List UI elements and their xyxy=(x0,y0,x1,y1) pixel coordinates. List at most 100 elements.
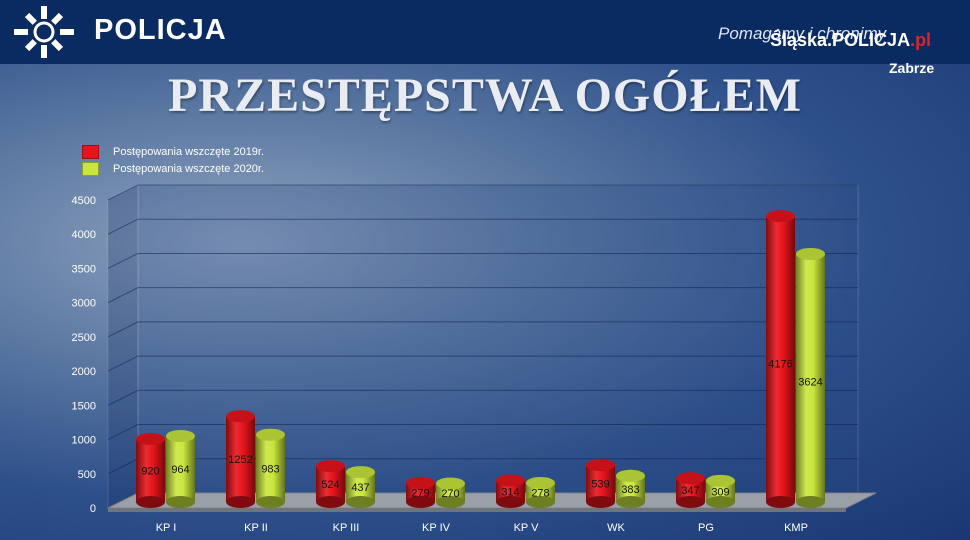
x-tick-label: KP II xyxy=(244,522,268,534)
bar-1-0 xyxy=(166,436,195,502)
site-name[interactable]: Śląska.POLICJA.pl xyxy=(770,30,931,51)
bar-cap-1-7 xyxy=(796,247,825,260)
data-label: 524 xyxy=(321,479,339,491)
legend-swatch-2020 xyxy=(82,161,99,176)
legend-item-2019: Postępowania wszczęte 2019r. xyxy=(82,143,264,160)
bar-base-1-1 xyxy=(256,496,285,508)
legend-item-2020: Postępowania wszczęte 2020r. xyxy=(82,160,264,177)
bar-base-0-4 xyxy=(496,496,525,508)
gridline xyxy=(107,355,858,372)
x-tick-label: KP I xyxy=(156,522,177,534)
bar-cap-1-0 xyxy=(166,430,195,443)
bar-cap-1-4 xyxy=(526,476,555,489)
site-name-suffix: .pl xyxy=(910,30,932,50)
chart-side-wall xyxy=(107,184,139,509)
y-tick-label: 1000 xyxy=(72,435,96,447)
y-tick-label: 2500 xyxy=(72,332,96,344)
bar-cap-0-3 xyxy=(406,476,435,489)
data-label: 983 xyxy=(261,463,279,475)
bar-cap-1-2 xyxy=(346,466,375,479)
data-label: 964 xyxy=(171,464,189,476)
bar-0-6 xyxy=(676,478,705,502)
bar-0-7 xyxy=(766,216,795,502)
bar-0-5 xyxy=(586,465,615,502)
y-tick-label: 4500 xyxy=(72,195,96,207)
chart-legend: Postępowania wszczęte 2019r. Postępowani… xyxy=(82,143,264,177)
bar-cap-1-6 xyxy=(706,474,735,487)
bar-1-7 xyxy=(796,253,825,502)
legend-swatch-2019 xyxy=(82,144,99,159)
data-label: 437 xyxy=(351,482,369,494)
bar-base-1-4 xyxy=(526,496,555,508)
bar-1-1 xyxy=(256,434,285,502)
bar-base-1-2 xyxy=(346,496,375,508)
chart-floor-edge xyxy=(108,508,846,512)
x-tick-label: PG xyxy=(698,522,714,534)
y-tick-label: 2000 xyxy=(72,366,96,378)
police-star-icon xyxy=(14,6,74,58)
x-tick-label: KP III xyxy=(333,522,360,534)
chart-title: PRZESTĘPSTWA OGÓŁEM xyxy=(168,69,802,122)
data-label: 314 xyxy=(501,486,519,498)
y-tick-label: 500 xyxy=(78,469,96,481)
data-label: 539 xyxy=(591,479,609,491)
bar-base-1-6 xyxy=(706,496,735,508)
x-tick-label: KP V xyxy=(514,522,540,534)
bar-base-0-5 xyxy=(586,496,615,508)
header-bar: POLICJA Pomagamy i chronimy Śląska.POLIC… xyxy=(0,0,970,76)
bar-base-0-0 xyxy=(136,496,165,508)
data-label: 278 xyxy=(531,487,549,499)
bar-cap-1-3 xyxy=(436,477,465,490)
city-name: Zabrze xyxy=(889,60,935,76)
bar-0-1 xyxy=(226,416,255,502)
data-label: 1252 xyxy=(228,454,252,466)
data-label: 920 xyxy=(141,466,159,478)
bar-cap-0-1 xyxy=(226,410,255,423)
gridline xyxy=(107,252,858,269)
data-label: 270 xyxy=(441,488,459,500)
data-label: 347 xyxy=(681,485,699,497)
y-tick-label: 3500 xyxy=(72,263,96,275)
y-tick-label: 4000 xyxy=(72,229,96,241)
data-label: 4176 xyxy=(768,359,792,371)
bar-base-0-1 xyxy=(226,496,255,508)
bar-cap-0-6 xyxy=(676,472,705,485)
bar-cap-0-0 xyxy=(136,433,165,446)
x-tick-label: KP IV xyxy=(422,522,451,534)
legend-label-2020: Postępowania wszczęte 2020r. xyxy=(113,162,265,175)
gridline xyxy=(107,218,858,235)
bar-base-1-3 xyxy=(436,496,465,508)
bar-base-0-2 xyxy=(316,496,345,508)
bar-1-6 xyxy=(706,480,735,502)
bar-0-4 xyxy=(496,480,525,502)
bar-base-0-6 xyxy=(676,496,705,508)
bar-base-1-5 xyxy=(616,496,645,508)
bar-cap-1-1 xyxy=(256,428,285,441)
bar-cap-0-2 xyxy=(316,460,345,473)
y-tick-label: 0 xyxy=(90,503,96,515)
data-label: 279 xyxy=(411,487,429,499)
police-logo-text: POLICJA xyxy=(94,14,227,46)
x-tick-label: WK xyxy=(607,522,625,534)
bar-base-0-3 xyxy=(406,496,435,508)
bar-base-1-7 xyxy=(796,496,825,508)
bar-cap-0-7 xyxy=(766,210,795,223)
data-label: 383 xyxy=(621,484,639,496)
gridline xyxy=(107,424,858,441)
bar-base-0-7 xyxy=(766,496,795,508)
x-tick-label: KMP xyxy=(784,522,808,534)
data-label: 309 xyxy=(711,486,729,498)
bar-cap-1-5 xyxy=(616,469,645,482)
bar-0-0 xyxy=(136,439,165,502)
gridline xyxy=(107,321,858,338)
y-tick-label: 1500 xyxy=(72,400,96,412)
gridline xyxy=(107,184,858,201)
bar-cap-0-5 xyxy=(586,459,615,472)
slogan-text: Pomagamy i chronimy xyxy=(718,24,887,43)
gridline xyxy=(107,287,858,304)
data-label: 3624 xyxy=(798,376,822,388)
bar-base-1-0 xyxy=(166,496,195,508)
legend-label-2019: Postępowania wszczęte 2019r. xyxy=(113,145,265,158)
bar-cap-0-4 xyxy=(496,474,525,487)
